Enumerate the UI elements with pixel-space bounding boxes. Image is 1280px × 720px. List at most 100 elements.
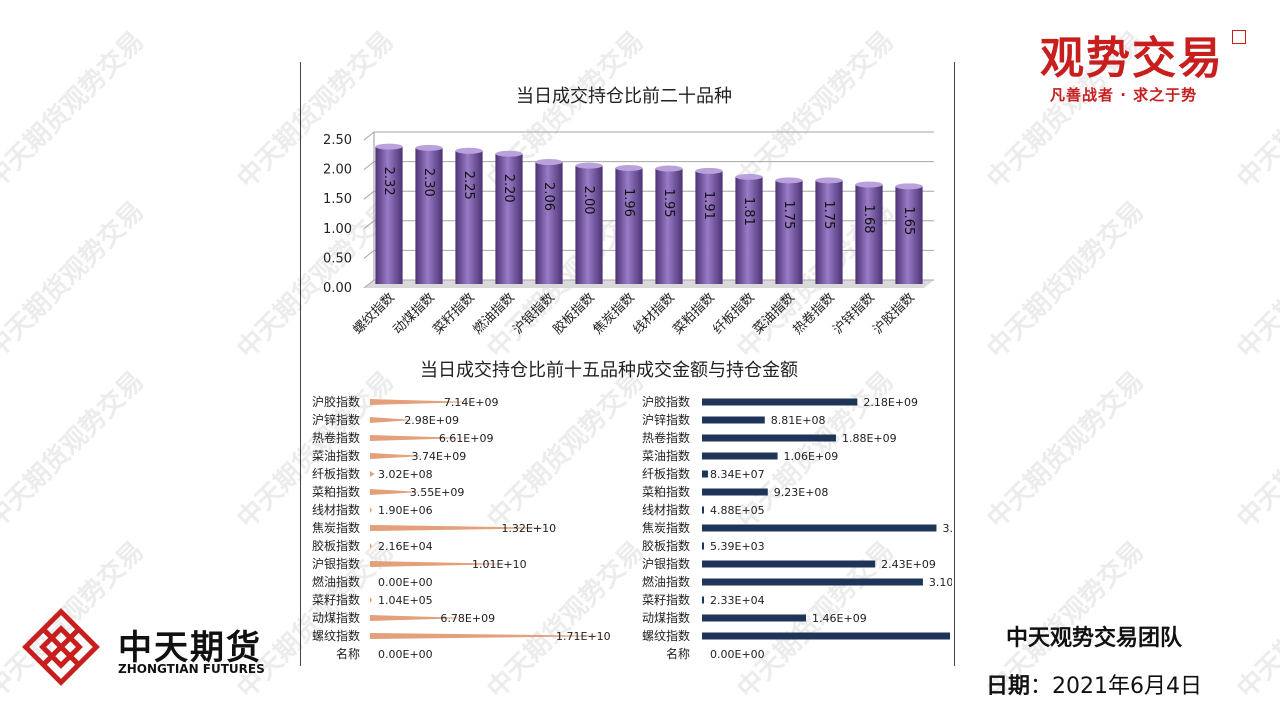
chart1-bar-top xyxy=(855,181,883,188)
date-row: 日期：2021年6月4日 xyxy=(986,668,1202,700)
chart2-bar xyxy=(370,525,563,531)
chart1-data-label: 2.20 xyxy=(501,174,516,203)
chart2-bar xyxy=(370,633,620,639)
chart2-bar xyxy=(370,615,470,621)
chart3-data-label: 8.81E+08 xyxy=(771,414,826,427)
chart3-bar xyxy=(702,578,923,586)
chart2-category-label: 线材指数 xyxy=(312,502,360,517)
chart2-data-label: 3.74E+09 xyxy=(412,450,467,463)
chart3-bar xyxy=(702,524,937,532)
chart1-data-label: 1.68 xyxy=(861,205,876,234)
chart2-data-label: 6.61E+09 xyxy=(439,432,494,445)
watermark-text: 中天期货观势交易 xyxy=(0,366,150,535)
chart2-bar xyxy=(370,543,372,549)
company-name-en: ZHONGTIAN FUTURES xyxy=(118,662,265,676)
chart1-category-label: 菜粕指数 xyxy=(670,290,717,337)
top-chart-title: 当日成交持仓比前二十品种 xyxy=(516,86,732,107)
chart3-category-label: 菜籽指数 xyxy=(642,592,690,607)
chart2-data-label: 1.01E+10 xyxy=(472,558,527,571)
chart1-category-label: 螺纹指数 xyxy=(350,290,397,337)
chart1-data-label: 2.06 xyxy=(541,182,556,211)
chart1-gridline-depth xyxy=(363,279,375,289)
watermark-text: 中天期货观势交易 xyxy=(981,366,1150,535)
chart1-bar-top xyxy=(495,150,523,157)
chart1-bar-top xyxy=(655,165,683,172)
chart3-category-label: 胶板指数 xyxy=(642,538,690,553)
chart1-data-label: 1.75 xyxy=(821,200,836,229)
chart2-category-label: 螺纹指数 xyxy=(312,628,360,643)
chart2-data-label: 0.00E+00 xyxy=(378,576,433,589)
chart1-ytick-label: 0.00 xyxy=(323,281,352,296)
brand-logo-slogan: 凡善战者 · 求之于势 xyxy=(1050,86,1198,104)
chart1-bar xyxy=(655,168,683,284)
chart3-category-label: 燃油指数 xyxy=(642,574,690,589)
chart1-bar-top xyxy=(695,167,723,174)
chart2-bar xyxy=(370,471,375,477)
chart2-data-label: 1.04E+05 xyxy=(378,594,433,607)
bottom-chart-title: 当日成交持仓比前十五品种成交金额与持仓金额 xyxy=(420,360,798,381)
chart1-data-label: 1.65 xyxy=(901,206,916,235)
date-value: 2021年6月4日 xyxy=(1052,674,1203,699)
chart1-category-label: 菜油指数 xyxy=(750,290,797,337)
chart1-gridline-depth xyxy=(363,220,375,230)
chart1-data-label: 1.81 xyxy=(741,197,756,226)
chart1-bar xyxy=(535,162,563,284)
chart1-data-label: 1.91 xyxy=(701,191,716,220)
chart1-bar-top xyxy=(815,177,843,184)
chart2-bar xyxy=(370,597,372,603)
chart2-category-label: 动煤指数 xyxy=(312,610,360,625)
chart1-ytick-label: 1.50 xyxy=(323,192,352,207)
chart3-bar xyxy=(702,470,708,478)
chart3-category-label: 菜油指数 xyxy=(642,448,690,463)
chart3-category-label: 焦炭指数 xyxy=(642,520,690,535)
chart2-data-label: 2.16E+04 xyxy=(378,540,433,553)
chart2-data-label: 3.02E+08 xyxy=(378,468,433,481)
chart3-bar xyxy=(702,488,768,496)
chart2-data-label: 1.32E+10 xyxy=(501,522,556,535)
chart2-bar xyxy=(370,399,475,405)
watermark-text: 中天期货观势交易 xyxy=(1231,536,1280,705)
chart2-data-label: 7.14E+09 xyxy=(444,396,499,409)
chart3-bar xyxy=(702,434,836,442)
chart1-bar xyxy=(455,150,483,284)
chart1-bar-top xyxy=(455,147,483,154)
company-logo: 中天期货 ZHONGTIAN FUTURES xyxy=(18,608,278,688)
chart2-data-label: 6.78E+09 xyxy=(440,612,495,625)
chart3-data-label: 2.18E+09 xyxy=(863,396,918,409)
chart3-data-label: 1.06E+09 xyxy=(784,450,839,463)
position-amount-chart: 沪胶指数 2.18E+09 沪锌指数 8.81E+08 热卷指数 1.88E+09 菜油指数… xyxy=(642,394,952,661)
chart2-category-label: 燃油指数 xyxy=(312,574,360,589)
chart1-bar-top xyxy=(415,144,443,151)
top-bar-chart: 当日成交持仓比前二十品种 0.00 0.50 1.00 1.50 2.00 2.50 2.32… xyxy=(323,86,934,338)
chart1-bar xyxy=(815,180,843,284)
chart3-data-label: 1.88E+09 xyxy=(842,432,897,445)
chart3-data-label: 3.10E+09 xyxy=(929,576,952,589)
chart1-category-label: 线材指数 xyxy=(630,290,677,337)
chart2-bar xyxy=(370,417,414,423)
chart1-bar-top xyxy=(615,164,643,171)
chart2-bar xyxy=(370,453,425,459)
chart1-data-label: 1.96 xyxy=(621,188,636,217)
chart1-bar-top xyxy=(775,177,803,184)
chart3-bar xyxy=(702,560,876,568)
chart1-data-label: 1.95 xyxy=(661,189,676,218)
chart2-data-label: 1.90E+06 xyxy=(378,504,433,517)
watermark-text: 中天期货观势交易 xyxy=(981,196,1150,365)
chart3-data-label: 8.34E+07 xyxy=(710,468,765,481)
chart1-bar xyxy=(495,153,523,284)
chart3-data-label: 5.39E+03 xyxy=(710,540,765,553)
chart2-bar xyxy=(370,507,372,513)
chart1-gridline-depth xyxy=(363,161,375,170)
chart1-gridline-depth xyxy=(363,190,375,200)
chart1-data-label: 2.25 xyxy=(461,171,476,200)
chart1-data-label: 2.00 xyxy=(581,186,596,215)
chart1-bar-top xyxy=(535,159,563,166)
chart3-category-label: 沪锌指数 xyxy=(642,412,690,427)
brand-seal-icon xyxy=(1232,30,1246,44)
chart1-data-label: 2.30 xyxy=(421,168,436,197)
chart3-category-label: 菜粕指数 xyxy=(642,484,690,499)
chart3-bar xyxy=(702,614,807,622)
brand-logo: 观势交易 凡善战者 · 求之于势 xyxy=(1040,22,1260,112)
chart1-gridline-depth xyxy=(363,250,375,259)
chart2-data-label: 2.98E+09 xyxy=(404,414,459,427)
